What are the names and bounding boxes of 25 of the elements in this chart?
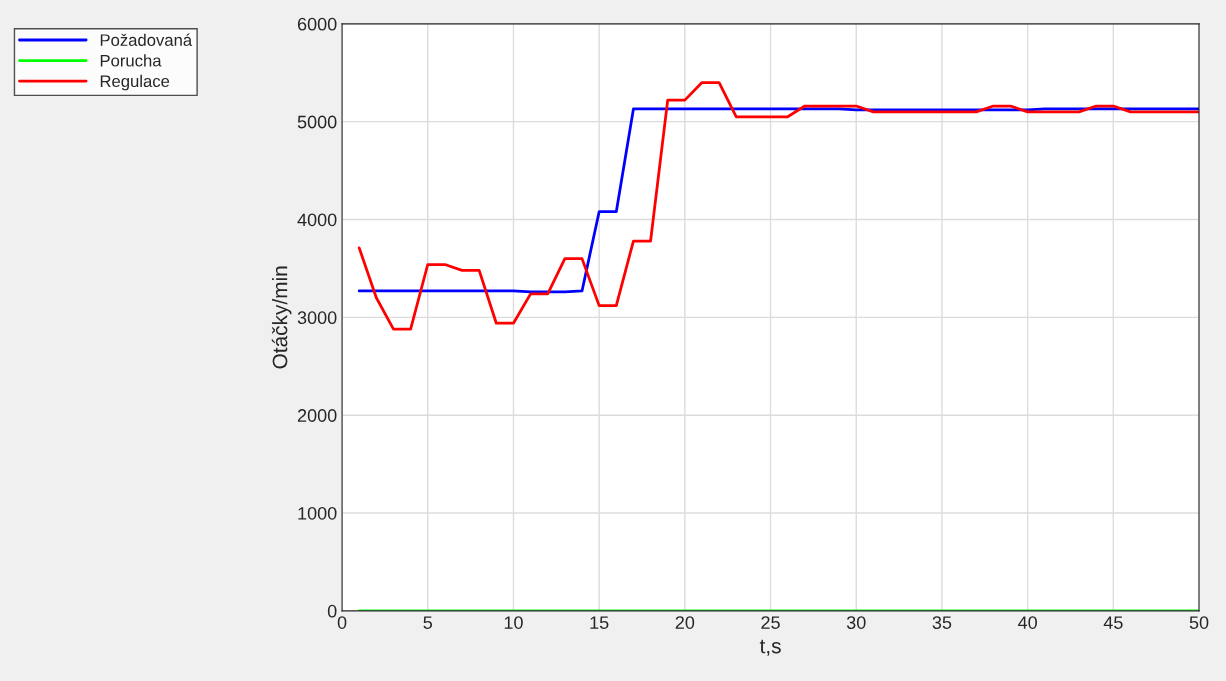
y-tick-label: 4000 [297, 213, 337, 227]
legend-label: Regulace [100, 74, 170, 91]
x-tick-label: 35 [932, 616, 952, 629]
x-tick-label: 50 [1189, 616, 1209, 629]
x-tick-label: 30 [846, 616, 866, 629]
x-tick-label: 20 [675, 616, 695, 629]
x-tick-label: 5 [423, 616, 433, 629]
x-tick-label: 0 [337, 616, 347, 629]
legend-label: Požadovaná [100, 33, 193, 47]
y-tick-label: 3000 [297, 311, 337, 325]
y-tick-label: 5000 [297, 115, 337, 129]
y-tick-label: 0 [327, 604, 337, 618]
line-series [357, 107, 1200, 294]
x-tick-label: 25 [761, 616, 780, 629]
y-axis-title: Otáčky/min [271, 266, 292, 369]
y-tick-label: 1000 [298, 506, 337, 520]
y-tick-label: 2000 [297, 409, 337, 422]
x-tick-label: 45 [1103, 616, 1123, 629]
line-series [357, 81, 1200, 331]
x-axis-title: t,s [759, 639, 781, 656]
y-tick-label: 6000 [297, 17, 337, 31]
x-tick-label: 15 [590, 616, 609, 629]
x-tick-label: 10 [504, 616, 523, 629]
legend-label: Porucha [100, 54, 162, 67]
x-tick-label: 40 [1018, 616, 1037, 629]
